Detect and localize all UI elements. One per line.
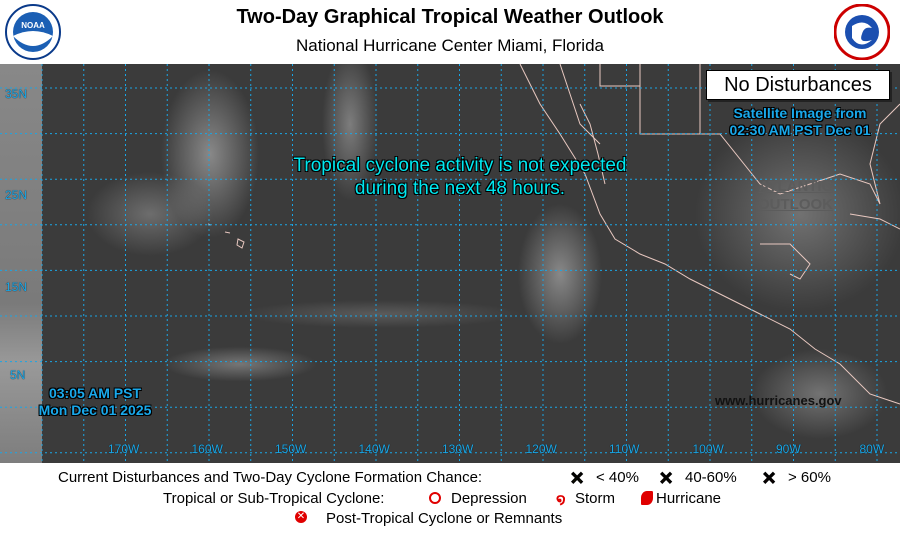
outlook-message: Tropical cyclone activity is not expecte… [230,154,690,200]
low-chance-label: < 40% [596,469,639,486]
lon-label: 130W [442,442,474,456]
atlantic-link-line: OUTLOOK [758,196,833,213]
satellite-time: Satellite Image from 02:30 AM PST Dec 01 [700,105,900,139]
lon-label: 160W [191,442,223,456]
cyclone-type-label: Tropical or Sub-Tropical Cyclone: [163,490,385,507]
nws-logo [834,4,890,60]
atlantic-outlook-link[interactable]: ATLANTIC OUTLOOK [758,178,833,214]
formation-chance-label: Current Disturbances and Two-Day Cyclone… [58,469,483,486]
message-line: Tropical cyclone activity is not expecte… [293,155,627,176]
storm-label: Storm [575,490,616,507]
satellite-map[interactable]: 35N 25N 15N 5N 170W 160W 150W 140W 130W 120W 1… [0,64,900,463]
legend: Current Disturbances and Two-Day Cyclone… [0,463,900,533]
lon-label: 90W [776,442,801,456]
lat-label: 25N [5,188,28,202]
issued-time-line: 03:05 AM PST [48,385,142,401]
page-title: Two-Day Graphical Tropical Weather Outlo… [236,6,664,28]
medium-chance-x-icon: ✕ [658,469,674,489]
lon-label: 150W [275,442,307,456]
svg-text:NOAA: NOAA [21,21,45,30]
issued-time: 03:05 AM PST Mon Dec 01 2025 [20,385,170,419]
depression-label: Depression [451,490,527,507]
post-tropical-label: Post-Tropical Cyclone or Remnants [326,510,563,527]
lon-label: 140W [358,442,390,456]
header: NOAA Two-Day Graphical Tropical Weather … [0,0,900,64]
noaa-logo: NOAA [5,4,61,60]
hurricane-icon [641,491,653,505]
satellite-time-line: Satellite Image from [733,105,867,121]
website-label: www.hurricanes.gov [715,393,842,408]
medium-chance-label: 40-60% [685,469,737,486]
hurricane-label: Hurricane [656,490,722,507]
lon-label: 110W [609,442,640,456]
lon-label: 100W [692,442,724,456]
lon-label: 120W [525,442,557,456]
depression-circle-icon [429,492,441,504]
message-line: during the next 48 hours. [354,178,566,199]
high-chance-label: > 60% [788,469,831,486]
low-chance-x-icon: ✕ [569,469,585,489]
storm-icon: ໑ [556,491,566,508]
high-chance-x-icon: ✕ [761,469,777,489]
atlantic-link-line: ATLANTIC [758,178,833,195]
issued-date-line: Mon Dec 01 2025 [38,402,152,418]
lat-lon-grid [0,64,900,463]
lat-label: 5N [10,368,26,382]
status-box: No Disturbances [706,70,890,100]
lon-label: 170W [108,442,140,456]
page-subtitle: National Hurricane Center Miami, Florida [295,36,604,55]
post-tropical-icon: ✕ [295,511,307,523]
lat-label: 15N [5,280,28,294]
satellite-time-line: 02:30 AM PST Dec 01 [729,122,871,138]
lat-label: 35N [5,87,28,101]
lon-label: 80W [859,442,885,456]
satellite-edge [0,64,42,463]
